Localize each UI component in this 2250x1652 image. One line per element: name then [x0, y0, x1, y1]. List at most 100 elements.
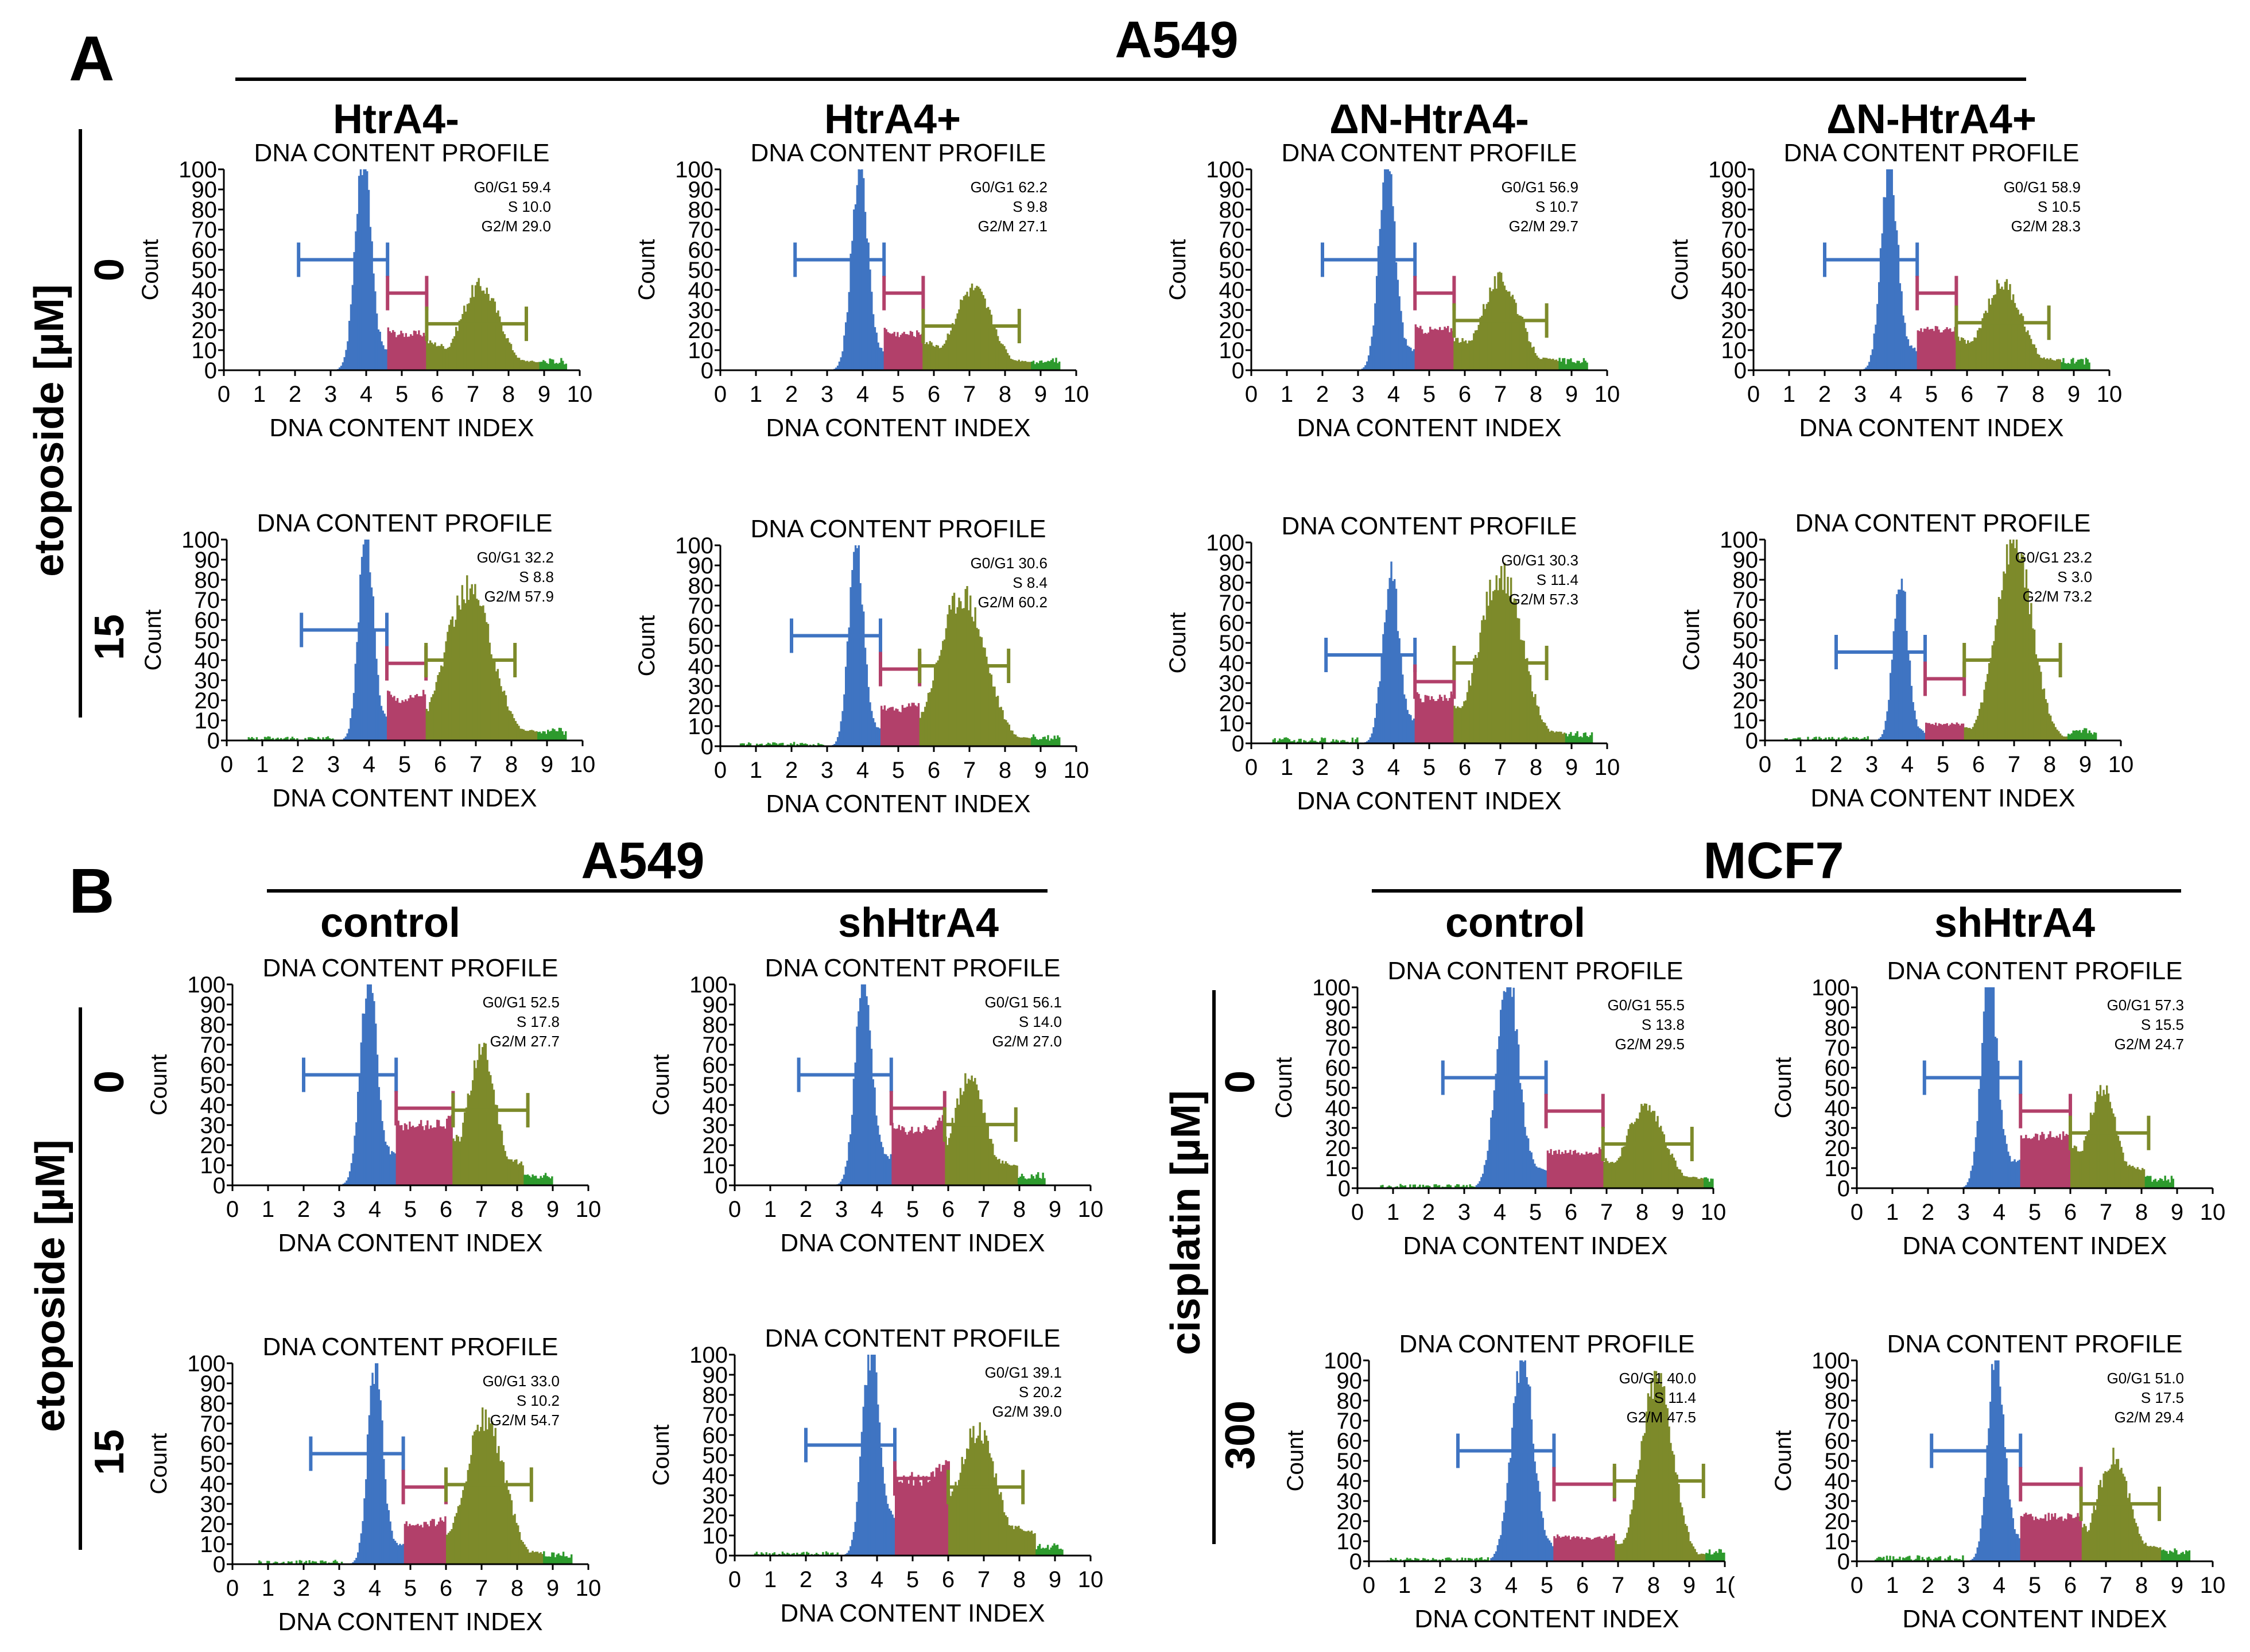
histogram-bin: [2025, 569, 2028, 740]
histogram-bin: [1479, 1181, 1481, 1188]
histogram-bin: [1626, 1533, 1628, 1561]
histogram-bin: [1957, 723, 1960, 740]
histogram-bin: [1406, 1557, 1409, 1561]
histogram-bin: [334, 1560, 336, 1564]
histogram-bin: [903, 1127, 905, 1185]
histogram-bin: [1374, 303, 1376, 370]
histogram-bin: [384, 1479, 387, 1564]
histogram-bin: [942, 641, 944, 746]
histogram-bin: [1975, 719, 1977, 740]
histogram-bin: [1607, 1161, 1609, 1188]
histogram-bin: [2002, 1129, 2005, 1188]
histogram-bin: [941, 1465, 944, 1556]
histogram-bin: [2012, 294, 2015, 370]
histogram-bin: [1384, 169, 1386, 370]
x-tick-label: 8: [1530, 755, 1542, 780]
chart-title: DNA CONTENT PROFILE: [262, 954, 558, 982]
histogram-bin: [1474, 654, 1477, 743]
histogram-bin: [482, 605, 484, 740]
histogram-bin: [882, 351, 885, 370]
phase-stat: G0/G1 40.0: [1619, 1370, 1696, 1387]
histogram-bin: [323, 1561, 325, 1564]
histogram-bin: [344, 736, 347, 740]
histogram-bin: [1929, 1558, 1932, 1561]
histogram-bin: [553, 729, 556, 740]
x-tick-label: 10: [2097, 382, 2123, 407]
histogram-bin: [1440, 697, 1443, 743]
y-tick-label: 70: [1825, 1409, 1851, 1434]
histogram-bin: [843, 694, 845, 746]
histogram-bin: [364, 169, 367, 370]
histogram-bin: [2078, 1151, 2081, 1188]
histogram-bin: [882, 709, 885, 746]
histogram-bin: [2036, 354, 2039, 370]
panel-b-letter: B: [69, 856, 114, 926]
histogram-bin: [1958, 1559, 1961, 1561]
histogram-bin: [1018, 359, 1020, 370]
histogram-bin: [1037, 1546, 1039, 1556]
histogram-bin: [1988, 1428, 1990, 1561]
histogram-bin: [1991, 298, 1993, 370]
histogram-bin: [1429, 327, 1432, 370]
histogram-bin: [2083, 1140, 2085, 1188]
histogram-bin: [267, 736, 269, 740]
y-tick-label: 40: [1337, 1469, 1363, 1494]
histogram-bin: [1029, 1178, 1031, 1185]
histogram-bin: [905, 707, 907, 746]
histogram-bin: [984, 1112, 986, 1185]
histogram-bin: [1021, 737, 1023, 746]
histogram-bin: [1570, 358, 1572, 370]
histogram-bin: [937, 1468, 939, 1556]
histogram-bin: [551, 1552, 553, 1564]
histogram-bin: [2035, 654, 2038, 740]
histogram-bin: [990, 315, 993, 370]
histogram-bin: [2140, 1170, 2142, 1188]
histogram-bin: [518, 358, 521, 370]
y-tick-label: 20: [1733, 688, 1759, 713]
histogram-bin: [269, 736, 271, 740]
histogram-bin: [1936, 726, 1939, 740]
histogram-bin: [1689, 1177, 1692, 1188]
chart-title: DNA CONTENT PROFILE: [750, 139, 1046, 167]
histogram-bin: [1572, 1150, 1575, 1188]
y-tick-label: 90: [192, 177, 218, 203]
histogram-bin: [459, 1504, 461, 1564]
histogram-bin: [1931, 328, 1934, 370]
phase-stat: G2/M 39.0: [992, 1403, 1062, 1420]
histogram-bin: [1045, 362, 1048, 370]
histogram-bin: [1507, 576, 1509, 743]
histogram-bin: [1430, 329, 1433, 370]
histogram-bin: [365, 998, 367, 1185]
x-tick-label: 8: [502, 382, 515, 407]
histogram-bin: [759, 744, 762, 746]
histogram-bin: [1319, 740, 1321, 743]
histogram-bin: [924, 1125, 926, 1185]
histogram-bin: [1058, 361, 1061, 370]
histogram-bin: [1906, 630, 1908, 740]
histogram-bin: [2005, 279, 2008, 370]
histogram-bin: [1931, 724, 1934, 740]
histogram-bin: [2012, 540, 2015, 740]
histogram-bin: [2109, 1468, 2112, 1561]
histogram-bin: [1039, 360, 1041, 370]
x-tick-label: 2: [800, 1197, 812, 1222]
histogram-bin: [929, 341, 931, 370]
histogram-bin: [1637, 1119, 1639, 1188]
histogram-bin: [1573, 1536, 1575, 1561]
histogram-bin: [1427, 1185, 1429, 1188]
y-tick-label: 90: [1325, 995, 1351, 1021]
histogram-bin: [403, 336, 406, 370]
histogram-bin: [1414, 1184, 1417, 1188]
histogram-bin: [874, 722, 876, 746]
histogram-bin: [1875, 1559, 1877, 1561]
histogram-bin: [501, 1460, 503, 1564]
histogram-bin: [1863, 737, 1866, 740]
histogram-bin: [1942, 330, 1945, 370]
histogram-bin: [1003, 1164, 1006, 1185]
y-tick-label: 0: [1837, 1176, 1850, 1201]
histogram-bin: [938, 348, 941, 370]
histogram-bin: [1290, 741, 1293, 743]
histogram-bin: [2010, 1161, 2013, 1188]
histogram-bin: [542, 360, 545, 370]
y-tick-label: 50: [200, 1452, 226, 1477]
